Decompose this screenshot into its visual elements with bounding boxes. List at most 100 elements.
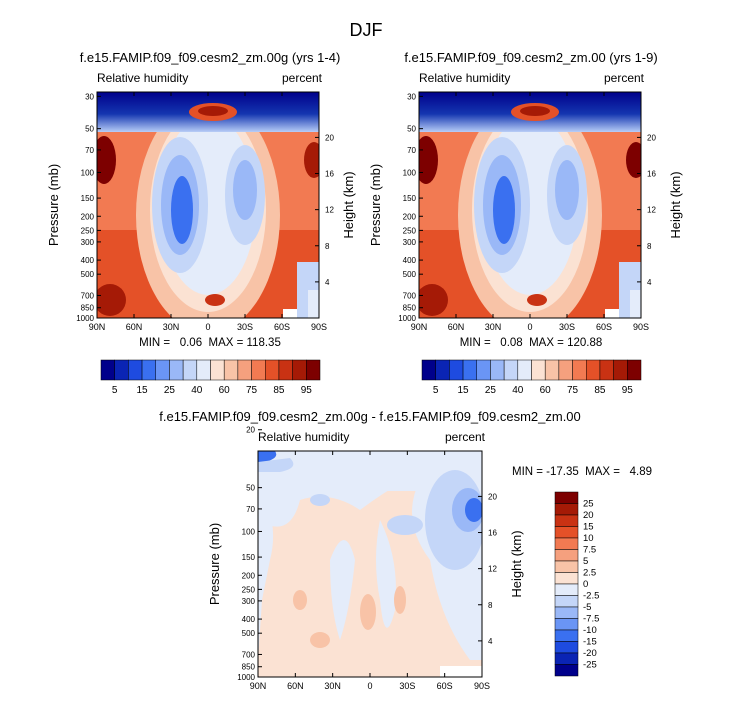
y-tick-label: 150 <box>81 194 95 203</box>
y-tick-label: 50 <box>246 484 255 493</box>
y-tick-label: 1000 <box>237 673 255 682</box>
colorbar-swatch <box>554 549 579 562</box>
colorbar-swatch <box>517 359 532 381</box>
colorbar-label: 40 <box>191 385 203 396</box>
colorbar-label: 2.5 <box>583 568 596 579</box>
panel-3: f.e15.FAMIP.f09_f09.cesm2_zm.00g - f.e15… <box>159 409 652 691</box>
panel-2-field <box>419 92 641 318</box>
panel-1: f.e15.FAMIP.f09_f09.cesm2_zm.00g (yrs 1-… <box>46 50 356 396</box>
panel-2-axes: 90N 60N 30N 0 30S 60S 90S 30 50 70 100 150 200 250 300… <box>398 92 656 332</box>
panel-1-stats: MIN = 0.06 MAX = 118.35 <box>139 337 281 349</box>
colorbar-swatch <box>155 359 170 381</box>
y-tick-label: 150 <box>403 194 417 203</box>
x-tick-label: 90S <box>474 681 490 691</box>
y-tick-label: 30 <box>85 92 94 101</box>
x-tick-label: 60S <box>274 322 290 332</box>
y2-tick-label: 20 <box>647 133 656 142</box>
x-tick-label: 60S <box>437 681 453 691</box>
colorbar-swatch <box>586 359 601 381</box>
colorbar-label: -5 <box>583 602 591 613</box>
colorbar-label: 25 <box>485 385 497 396</box>
colorbar-swatch <box>503 359 519 381</box>
colorbar-swatch <box>449 359 464 381</box>
colorbar-label: 20 <box>583 510 594 521</box>
colorbar-label: 40 <box>512 385 524 396</box>
panel-3-stats: MIN = -17.35 MAX = 4.89 <box>512 466 652 478</box>
panel-1-axes: 90N 60N 30N 0 30S 60S 90S 30 50 70 100 150 200 250 300… <box>76 92 334 332</box>
y-tick-label: 100 <box>403 168 417 177</box>
colorbar-swatch <box>554 664 579 677</box>
panel-1-left-label: Relative humidity <box>97 71 188 85</box>
colorbar-swatch <box>490 359 505 381</box>
y-tick-label: 500 <box>242 629 256 638</box>
colorbar-swatch <box>223 359 239 381</box>
figure-title: DJF <box>350 20 383 40</box>
y-tick-label: 70 <box>85 146 94 155</box>
y2-tick-label: 12 <box>647 206 656 215</box>
y-tick-label: 50 <box>407 125 416 134</box>
panel-1-y2label: Height (km) <box>341 171 356 238</box>
colorbar-swatch <box>554 572 579 585</box>
y-tick-label: 300 <box>403 238 417 247</box>
panel-2: f.e15.FAMIP.f09_f09.cesm2_zm.00 (yrs 1-9… <box>368 50 683 396</box>
x-tick-label: 30S <box>559 322 575 332</box>
y2-tick-label: 16 <box>325 170 334 179</box>
y2-tick-label: 4 <box>488 637 493 646</box>
panel-1-right-label: percent <box>282 71 323 85</box>
colorbar-swatch <box>141 359 156 381</box>
colorbar-label: 15 <box>583 522 594 533</box>
y2-tick-label: 12 <box>325 206 334 215</box>
x-tick-label: 60N <box>126 322 143 332</box>
colorbar-swatch <box>265 359 280 381</box>
y2-tick-label: 16 <box>488 529 497 538</box>
panel-3-right-label: percent <box>445 430 486 444</box>
panel-3-field <box>258 451 482 677</box>
colorbar-swatch <box>196 359 211 381</box>
panel-2-ylabel: Pressure (mb) <box>368 164 383 246</box>
colorbar-label: 25 <box>583 499 594 510</box>
colorbar-swatch <box>558 359 573 381</box>
colorbar-swatch <box>100 359 115 381</box>
y-tick-label: 700 <box>403 291 417 300</box>
panel-2-title: f.e15.FAMIP.f09_f09.cesm2_zm.00 (yrs 1-9… <box>404 50 657 65</box>
y-tick-label: 700 <box>81 291 95 300</box>
colorbar-swatch <box>182 359 198 381</box>
colorbar-label: -15 <box>583 637 597 648</box>
colorbar-swatch <box>435 359 450 381</box>
colorbar-label: 7.5 <box>583 545 596 556</box>
y-tick-label: 250 <box>81 226 95 235</box>
y-tick-label: 700 <box>242 650 256 659</box>
colorbar-label: 0 <box>583 579 588 590</box>
x-tick-label: 30N <box>485 322 502 332</box>
colorbar-label: 15 <box>137 385 149 396</box>
x-tick-label: 30N <box>324 681 341 691</box>
colorbar-swatch <box>278 359 293 381</box>
y-tick-label: 850 <box>81 304 95 313</box>
colorbar-swatch <box>544 359 560 381</box>
colorbar-swatch <box>114 359 129 381</box>
colorbar-swatch <box>554 526 579 539</box>
panel-2-stats: MIN = 0.08 MAX = 120.88 <box>460 337 603 349</box>
colorbar-label: 5 <box>112 385 118 396</box>
colorbar-swatch <box>237 359 252 381</box>
x-tick-label: 60N <box>287 681 304 691</box>
panel-3-axes: 90N 60N 30N 0 30S 60S 90S 20 50 70 100 150 200 250 300… <box>237 426 497 691</box>
y-tick-label: 30 <box>407 92 416 101</box>
colorbar-swatch <box>627 359 642 381</box>
colorbar-swatch <box>554 629 579 642</box>
panel-1-ylabel: Pressure (mb) <box>46 164 61 246</box>
colorbar-label: 75 <box>246 385 258 396</box>
y2-tick-label: 8 <box>325 242 330 251</box>
colorbar-label: 85 <box>273 385 285 396</box>
colorbar-label: -25 <box>583 660 597 671</box>
colorbar-swatch <box>554 503 579 516</box>
colorbar-swatch <box>292 359 307 381</box>
colorbar-swatch <box>554 537 579 550</box>
colorbar-swatch <box>599 359 614 381</box>
colorbar-swatch <box>613 359 628 381</box>
x-tick-label: 90S <box>311 322 327 332</box>
colorbar-swatch <box>462 359 477 381</box>
y-tick-label: 400 <box>403 256 417 265</box>
y-tick-label: 1000 <box>76 314 94 323</box>
